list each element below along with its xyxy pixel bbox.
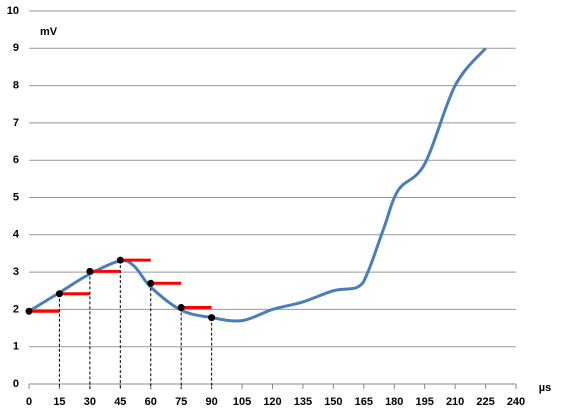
y-tick-label: 4 (13, 229, 20, 241)
x-tick-label: 180 (385, 396, 403, 408)
x-tick-label: 120 (263, 396, 281, 408)
x-tick-label: 165 (355, 396, 373, 408)
x-tick-label: 105 (233, 396, 251, 408)
y-tick-label: 8 (13, 80, 19, 92)
sample-point (208, 314, 216, 322)
x-tick-label: 210 (446, 396, 464, 408)
x-tick-label: 60 (145, 396, 157, 408)
x-tick-label: 240 (507, 396, 525, 408)
x-tick-label: 75 (175, 396, 187, 408)
x-axis-label: µs (539, 382, 551, 394)
y-tick-label: 10 (7, 5, 19, 17)
y-tick-label: 7 (13, 117, 19, 129)
y-tick-label: 5 (13, 191, 19, 203)
sample-point (147, 279, 155, 287)
x-tick-label: 90 (206, 396, 218, 408)
x-tick-label: 0 (26, 396, 32, 408)
sample-point (55, 290, 63, 298)
y-tick-label: 9 (13, 42, 19, 54)
x-tick-label: 195 (416, 396, 434, 408)
y-axis-label: mV (40, 26, 58, 38)
y-tick-label: 6 (13, 154, 19, 166)
y-tick-label: 3 (13, 266, 19, 278)
y-tick-label: 0 (13, 378, 19, 390)
signal-line (28, 47, 487, 323)
sample-point (116, 256, 124, 264)
sample-point (25, 307, 33, 315)
x-tick-label: 150 (324, 396, 342, 408)
x-tick-label: 135 (294, 396, 312, 408)
y-tick-label: 1 (13, 341, 19, 353)
x-tick-label: 225 (476, 396, 494, 408)
y-tick-label: 2 (13, 303, 19, 315)
x-tick-label: 15 (53, 396, 65, 408)
sample-point (177, 304, 185, 312)
x-tick-label: 45 (114, 396, 126, 408)
sample-point (86, 267, 94, 275)
x-tick-label: 30 (84, 396, 96, 408)
